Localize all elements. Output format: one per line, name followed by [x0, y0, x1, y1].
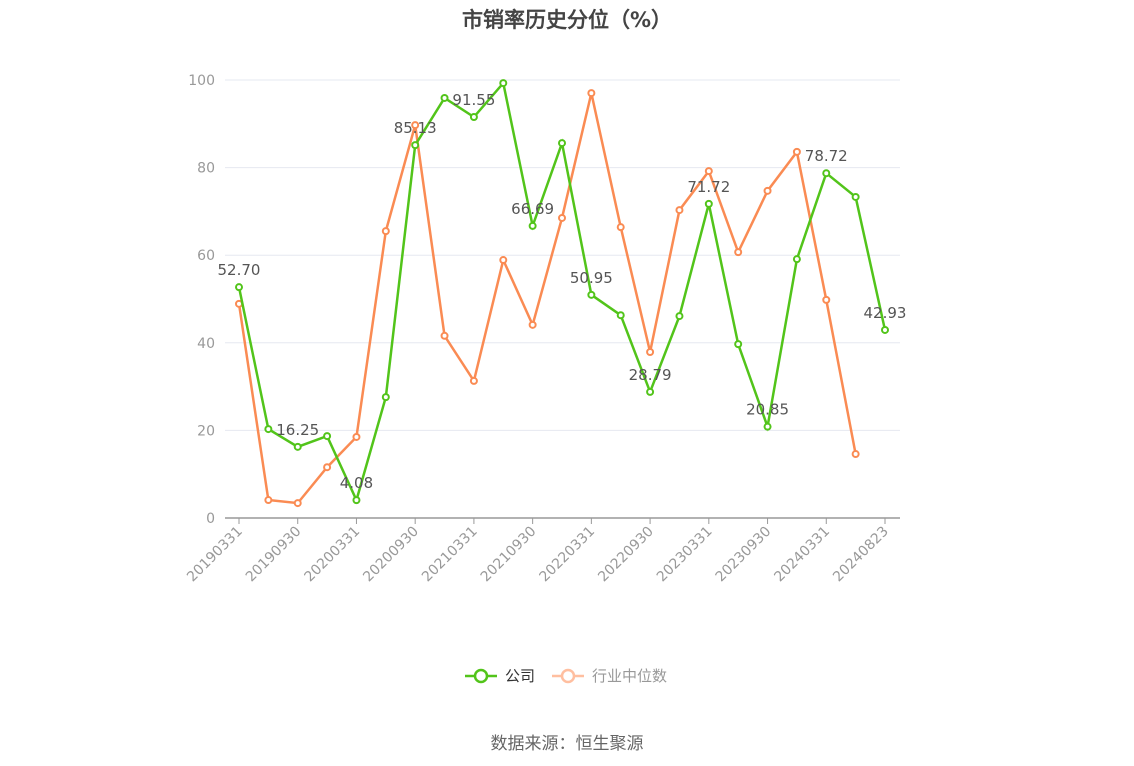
data-point: [792, 255, 801, 264]
series-line-industry: [237, 92, 857, 505]
data-label: 42.93: [864, 304, 907, 322]
data-point: [822, 169, 831, 178]
data-point: [881, 325, 889, 334]
data-point: [381, 227, 390, 236]
data-point: [264, 496, 273, 505]
y-tick-label: 0: [206, 511, 215, 527]
data-label: 91.55: [452, 91, 495, 109]
data-point: [499, 256, 508, 265]
data-point: [587, 89, 596, 98]
data-point: [352, 432, 361, 441]
data-point: [851, 450, 860, 459]
y-tick-label: 40: [197, 336, 215, 352]
data-label: 66.69: [511, 200, 554, 218]
data-label: 4.08: [340, 474, 373, 492]
data-point: [792, 147, 801, 156]
x-tick-label: 20200930: [360, 524, 422, 586]
x-tick-label: 20200331: [302, 524, 364, 586]
data-point: [851, 192, 860, 201]
x-tick-label: 20190331: [184, 524, 246, 586]
y-tick-label: 80: [197, 161, 215, 177]
data-point: [675, 206, 684, 215]
data-label: 52.70: [218, 261, 261, 279]
legend-marker: [560, 668, 576, 684]
data-point: [646, 387, 655, 396]
data-point: [352, 496, 361, 505]
data-point: [440, 331, 449, 340]
data-point: [411, 141, 420, 150]
data-point: [293, 499, 302, 508]
data-point: [381, 393, 390, 402]
x-tick-label: 20210331: [419, 524, 481, 586]
data-point: [528, 221, 537, 230]
legend-marker: [473, 668, 489, 684]
data-point: [822, 295, 831, 304]
data-point: [558, 139, 566, 148]
data-label: 50.95: [570, 269, 613, 287]
data-label: 16.25: [276, 421, 319, 439]
data-point: [293, 442, 302, 451]
data-point: [763, 422, 772, 431]
data-point: [734, 340, 743, 349]
x-tick-label: 20240331: [771, 524, 833, 586]
data-point: [734, 248, 743, 257]
data-point: [763, 186, 772, 195]
data-point: [558, 213, 566, 222]
data-point: [704, 167, 713, 176]
x-tick-label: 20230930: [713, 524, 775, 586]
legend-label-industry[interactable]: 行业中位数: [592, 667, 667, 685]
data-point: [528, 320, 537, 329]
legend-label-company[interactable]: 公司: [505, 667, 535, 685]
data-label: 78.72: [805, 147, 848, 165]
data-point: [616, 223, 625, 232]
x-tick-label: 20220930: [595, 524, 657, 586]
data-label: 28.79: [629, 366, 672, 384]
data-point: [235, 283, 243, 292]
data-point: [704, 199, 713, 208]
y-tick-label: 20: [197, 423, 215, 439]
data-point: [264, 425, 273, 434]
data-point: [646, 347, 655, 356]
x-tick-label: 20210930: [478, 524, 540, 586]
x-tick-label: 20230331: [654, 524, 716, 586]
data-label: 20.85: [746, 401, 789, 419]
y-tick-label: 100: [188, 73, 215, 89]
data-point: [499, 79, 508, 88]
data-point: [587, 290, 596, 299]
chart-title: 市销率历史分位（%）: [461, 8, 673, 32]
y-tick-label: 60: [197, 248, 215, 264]
x-tick-label: 20240823: [830, 524, 892, 586]
x-tick-label: 20220331: [536, 524, 598, 586]
source-note: 数据来源：恒生聚源: [490, 734, 644, 754]
data-point: [469, 376, 478, 385]
data-point: [616, 311, 625, 320]
data-point: [323, 432, 332, 441]
data-point: [440, 93, 449, 102]
data-label: 85.13: [394, 119, 437, 137]
data-point: [675, 312, 684, 321]
data-point: [411, 121, 420, 130]
data-label: 71.72: [687, 178, 730, 196]
x-tick-label: 20190930: [243, 524, 305, 586]
data-point: [469, 113, 478, 122]
data-point: [323, 463, 332, 472]
